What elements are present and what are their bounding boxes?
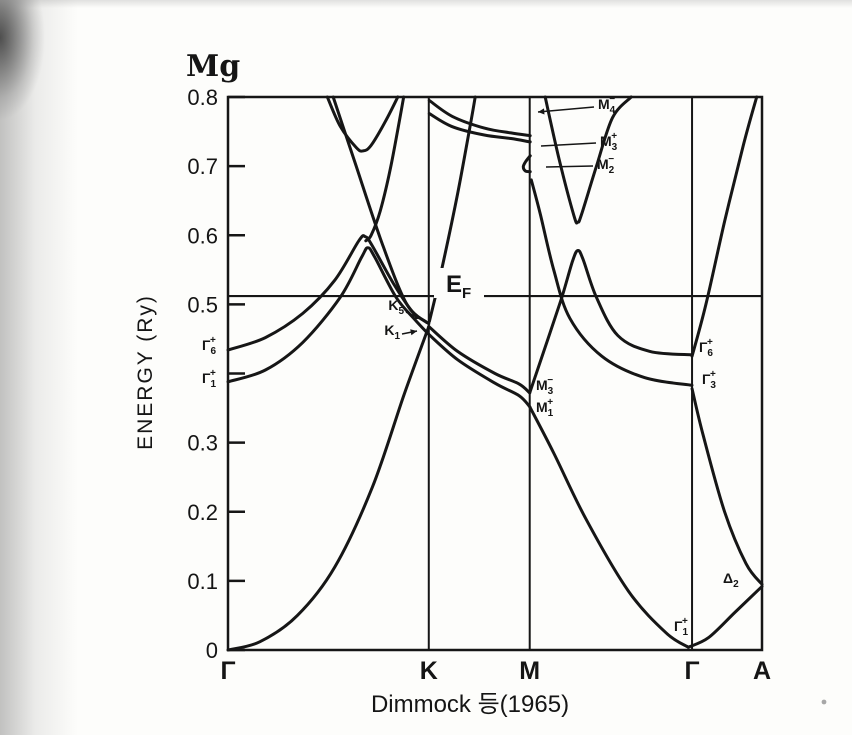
- label-leader-arrowhead: [538, 108, 545, 114]
- y-tick-label: 0.2: [187, 500, 218, 525]
- scanned-figure-page: 0.80.70.60.50.30.20.10ΓKMΓAΓ6+Γ1+K5K1M3−…: [0, 0, 852, 735]
- y-tick-label: 0.8: [187, 85, 218, 110]
- scan-speck: [822, 700, 827, 705]
- label-leader: [541, 143, 596, 146]
- figure-caption: Dimmock 등(1965): [371, 691, 569, 718]
- x-tick-label: M: [519, 657, 540, 685]
- y-tick-label: 0: [206, 638, 218, 663]
- band-label: Δ2: [723, 570, 739, 590]
- band-structure-figure: 0.80.70.60.50.30.20.10ΓKMΓAΓ6+Γ1+K5K1M3−…: [0, 0, 852, 735]
- band-label: M3−: [536, 375, 554, 397]
- band-path-GK-top-parabola: [327, 97, 397, 151]
- y-axis-title: ENERGY (Ry): [134, 294, 157, 450]
- x-tick-label: Γ: [220, 657, 235, 685]
- band-label: Γ1+: [202, 368, 216, 390]
- y-tick-label: 0.5: [187, 292, 218, 317]
- band-path-MG-lowest: [530, 407, 689, 648]
- fermi-level-label: EF: [434, 268, 484, 302]
- band-label: Γ6+: [202, 335, 216, 357]
- band-label: M4−: [598, 94, 616, 116]
- band-label: Γ6+: [699, 337, 713, 359]
- band-label: Γ1+: [674, 616, 688, 638]
- band-label: K1: [384, 322, 400, 342]
- y-tick-label: 0.3: [187, 431, 218, 456]
- label-leader-arrowhead: [410, 329, 417, 335]
- band-path-KM-down-b: [428, 333, 530, 406]
- band-path-GA-lowest: [688, 586, 762, 647]
- x-tick-label: A: [753, 657, 771, 685]
- band-label: Γ3+: [702, 369, 716, 391]
- x-tick-label: Γ: [685, 657, 700, 685]
- y-tick-label: 0.1: [187, 569, 218, 594]
- y-tick-label: 0.6: [187, 223, 218, 248]
- band-path-GK-steep-left: [366, 97, 404, 241]
- band-path-GA-steep-up: [692, 97, 757, 356]
- band-path-KM-top-arc-outer: [429, 100, 530, 135]
- band-path-GA-plunge: [692, 389, 762, 585]
- band-path-KM-down-a: [429, 326, 530, 392]
- band-path-GK-lowest: [228, 327, 429, 651]
- x-tick-label: K: [420, 657, 438, 685]
- y-tick-label: 0.7: [187, 154, 218, 179]
- figure-title: Mg: [186, 49, 240, 84]
- static-text-layer: Mg ENERGY (Ry) EF Dimmock 등(1965): [134, 49, 826, 718]
- band-label: M2−: [597, 154, 615, 176]
- label-leader: [546, 166, 593, 167]
- band-path-MG-V: [545, 97, 631, 223]
- band-label: K5: [388, 297, 404, 317]
- band-label: M1+: [536, 397, 554, 419]
